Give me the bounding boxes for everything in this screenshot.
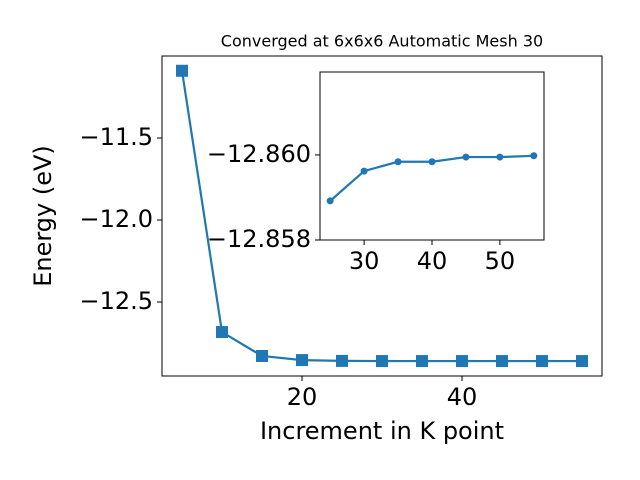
data-point [536, 355, 548, 368]
data-point [530, 152, 538, 160]
x-tick-label: 30 [349, 247, 380, 275]
data-point [336, 354, 348, 367]
y-tick-label: −12.860 [207, 140, 311, 168]
y-tick-label: −11.5 [79, 123, 153, 151]
data-point [496, 153, 504, 161]
data-point [176, 64, 188, 77]
data-point [576, 355, 588, 368]
data-point [394, 158, 402, 166]
data-point [256, 349, 268, 362]
data-point [456, 355, 468, 368]
y-axis-label: Energy (eV) [29, 145, 57, 287]
x-tick-label: 40 [417, 247, 448, 275]
chart-title: Converged at 6x6x6 Automatic Mesh 30 [221, 32, 543, 51]
y-tick-label: −12.0 [79, 205, 153, 233]
data-point [360, 167, 368, 175]
x-tick-label: 50 [485, 247, 516, 275]
x-tick-label: 20 [287, 383, 318, 411]
x-tick-label: 40 [447, 383, 478, 411]
data-point [216, 326, 228, 339]
y-tick-label: −12.5 [79, 287, 153, 315]
data-point [326, 197, 334, 205]
x-axis-label: Increment in K point [260, 417, 504, 445]
data-point [296, 354, 308, 367]
data-point [376, 355, 388, 368]
data-point [428, 158, 436, 166]
data-point [496, 355, 508, 368]
data-point [462, 153, 470, 161]
y-tick-label: −12.858 [207, 225, 311, 253]
data-point [416, 355, 428, 368]
